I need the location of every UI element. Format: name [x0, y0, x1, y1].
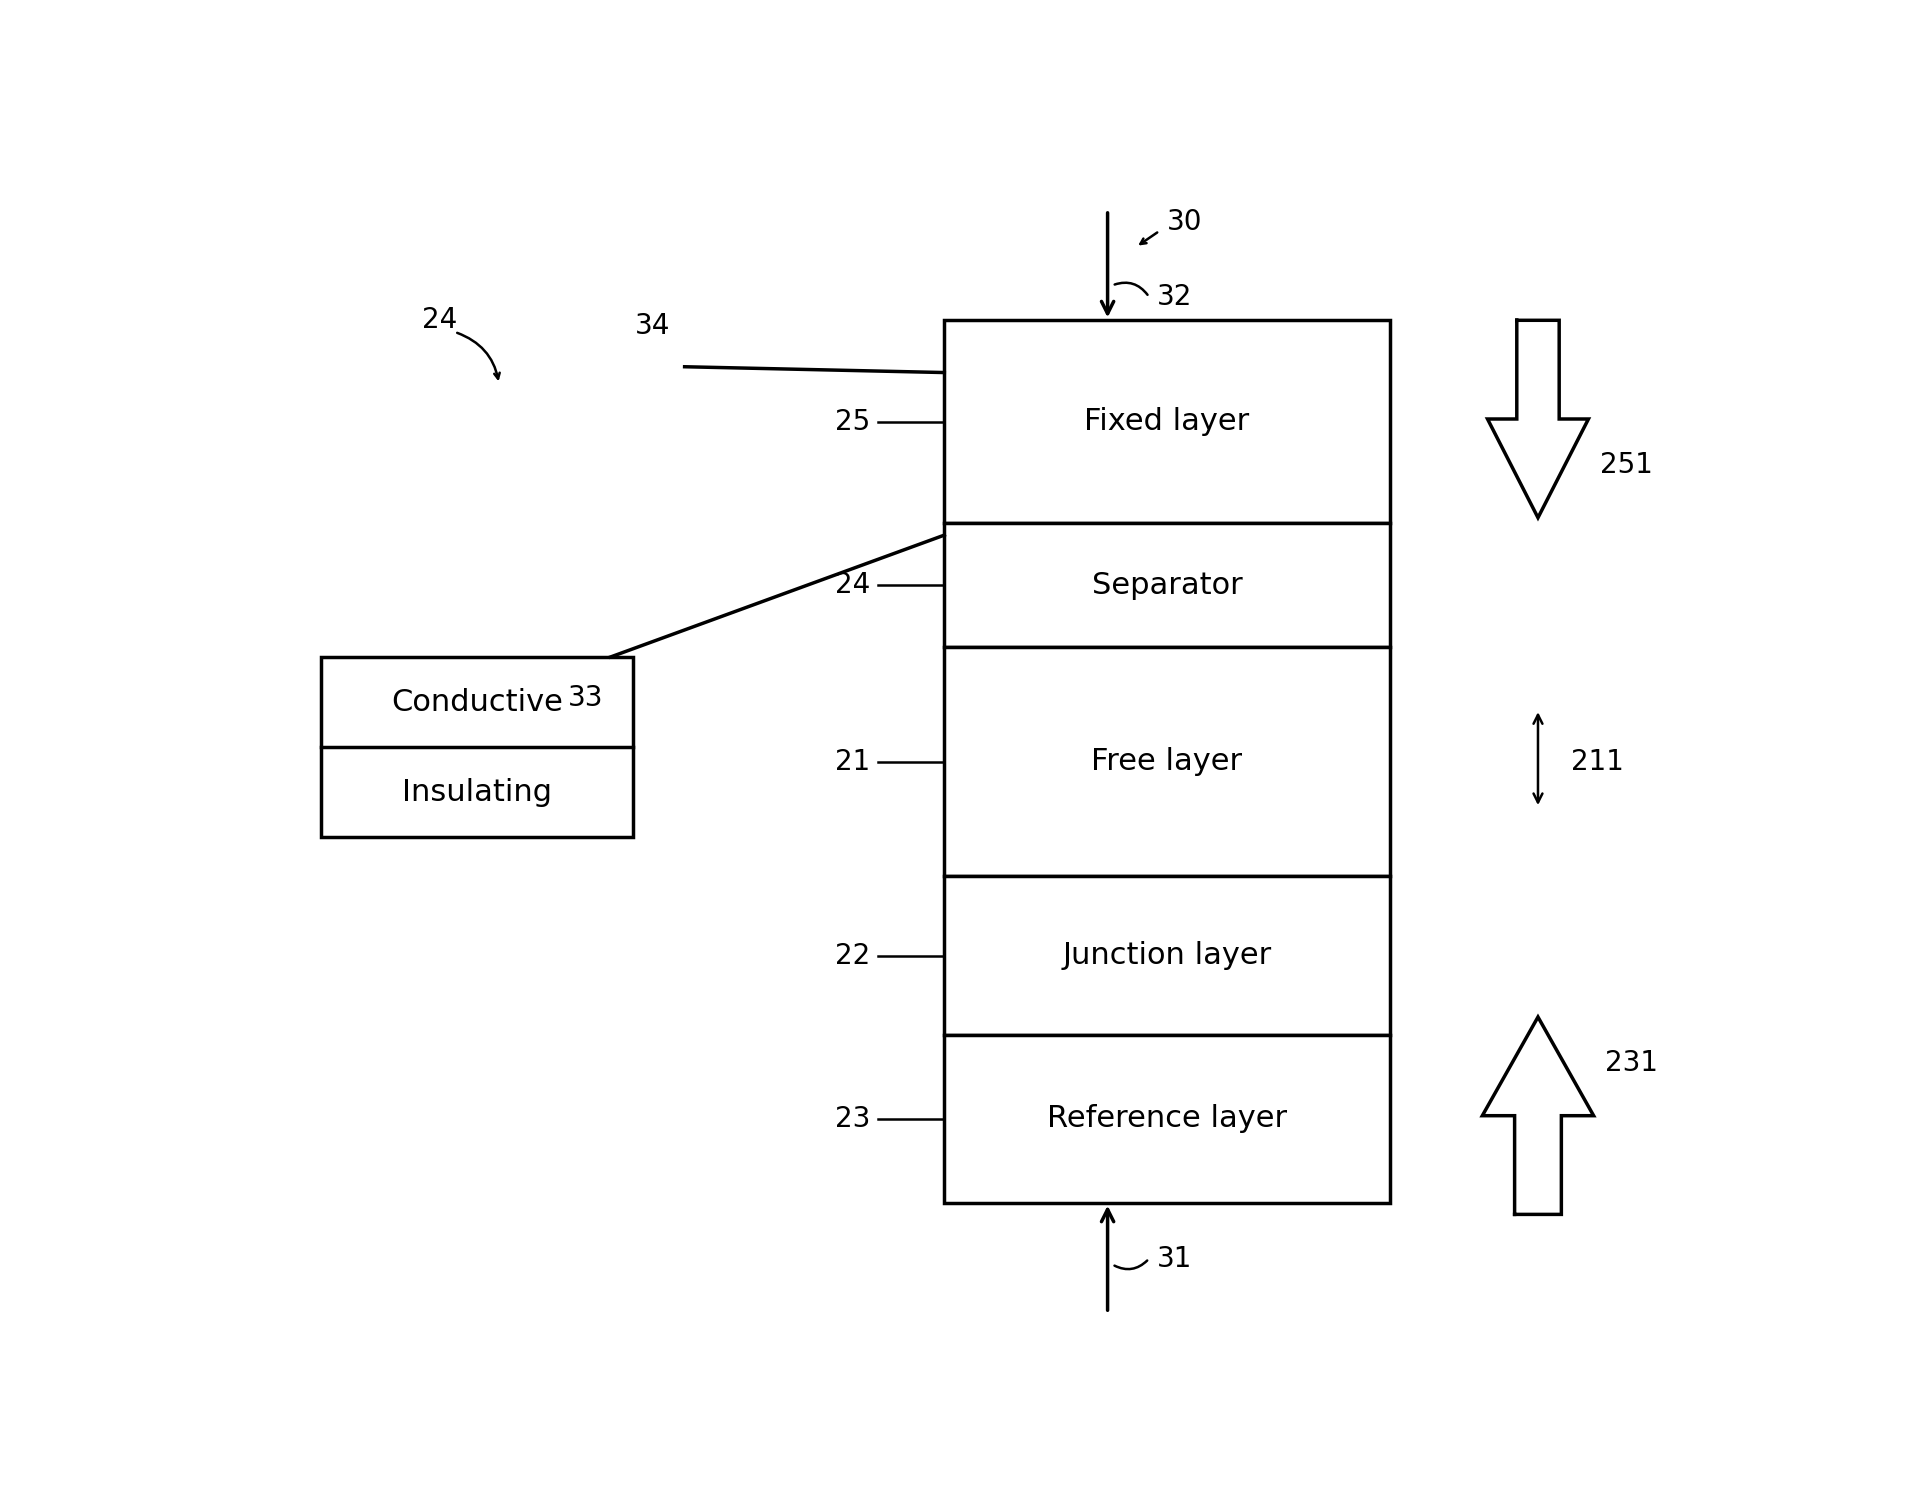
- Polygon shape: [1481, 1016, 1592, 1214]
- Text: 21: 21: [835, 748, 869, 775]
- Text: 211: 211: [1569, 748, 1623, 775]
- Text: 24: 24: [421, 306, 457, 335]
- Text: 251: 251: [1600, 451, 1652, 480]
- Text: 25: 25: [835, 407, 869, 436]
- Text: 22: 22: [835, 941, 869, 970]
- Bar: [944, 320, 1390, 523]
- Text: 24: 24: [835, 572, 869, 599]
- Bar: [944, 1034, 1390, 1203]
- Text: 33: 33: [567, 683, 603, 712]
- Text: 30: 30: [1166, 208, 1202, 235]
- Bar: [944, 647, 1390, 876]
- Text: Fixed layer: Fixed layer: [1083, 407, 1250, 436]
- Text: Reference layer: Reference layer: [1047, 1104, 1286, 1134]
- Bar: [944, 876, 1390, 1034]
- Text: 31: 31: [1156, 1244, 1191, 1273]
- Text: Conductive: Conductive: [390, 688, 563, 716]
- Text: 23: 23: [835, 1105, 869, 1133]
- Polygon shape: [1487, 320, 1587, 517]
- Bar: [322, 657, 632, 837]
- Text: 231: 231: [1604, 1050, 1658, 1077]
- Text: Separator: Separator: [1091, 570, 1242, 600]
- Bar: [944, 523, 1390, 647]
- Text: 32: 32: [1156, 284, 1191, 311]
- Text: 34: 34: [634, 312, 670, 341]
- Text: Free layer: Free layer: [1091, 746, 1242, 777]
- Text: Junction layer: Junction layer: [1062, 941, 1271, 970]
- Text: Insulating: Insulating: [402, 778, 551, 807]
